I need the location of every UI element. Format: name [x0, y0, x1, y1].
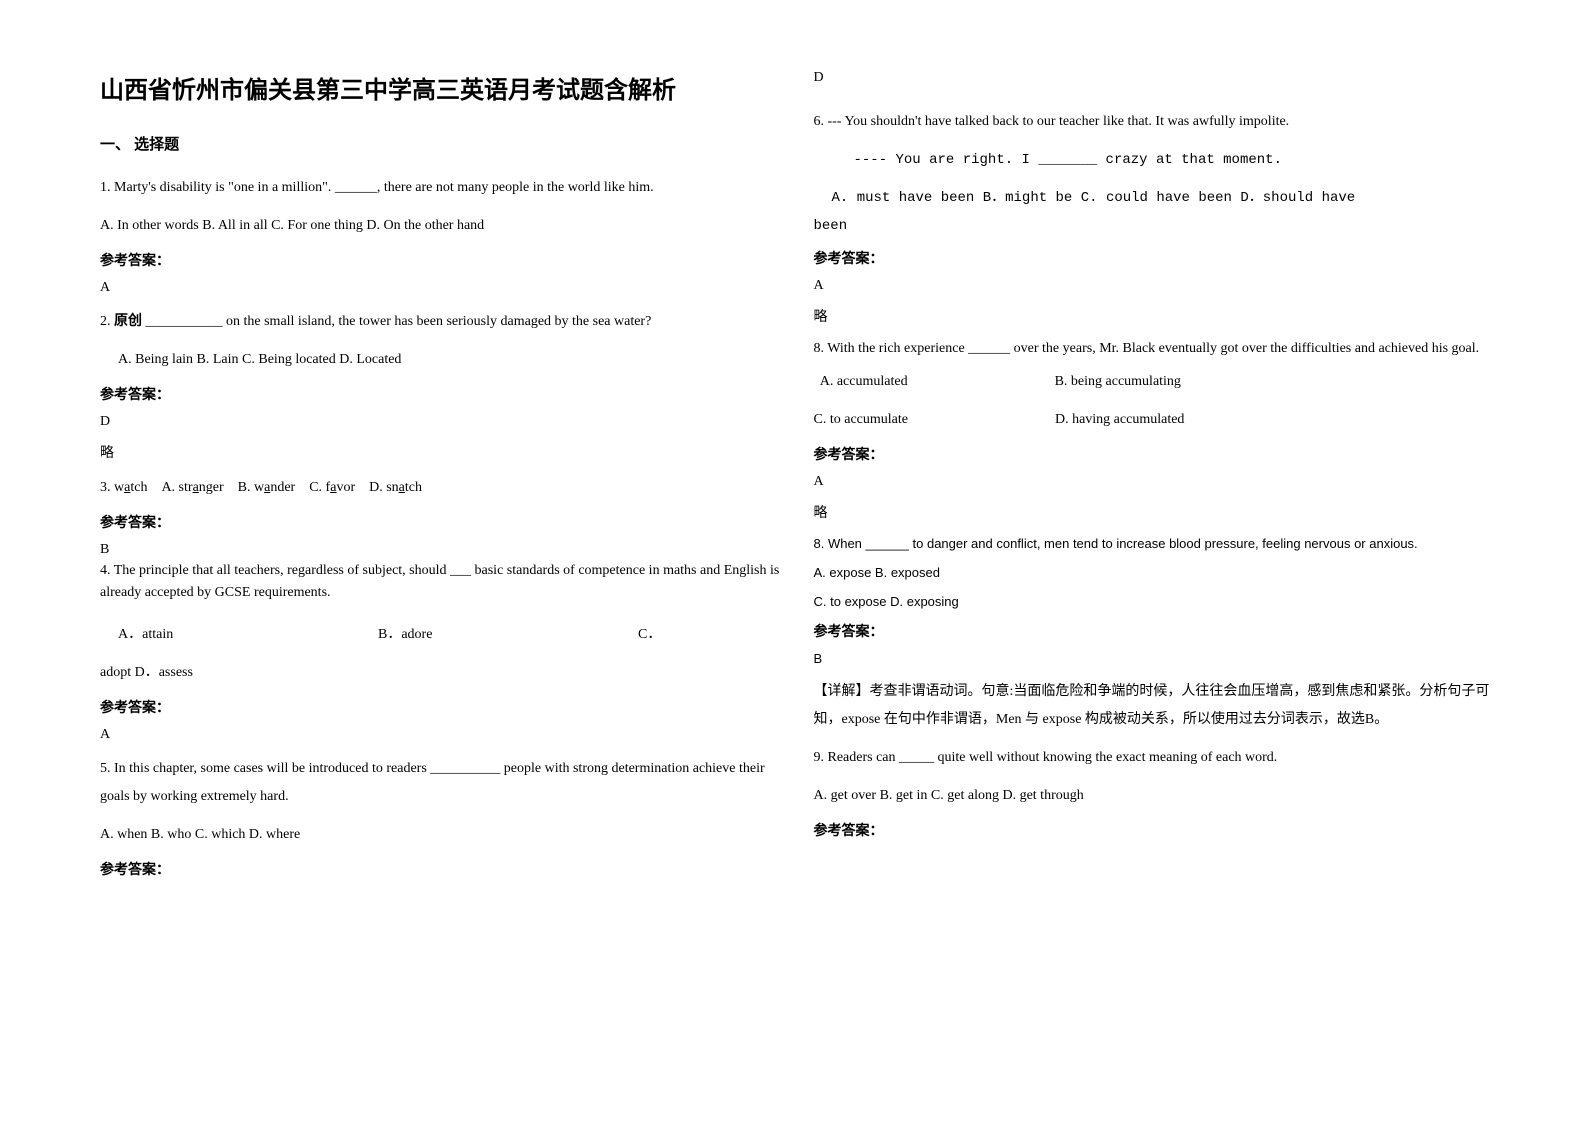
answer-label: 参考答案： [100, 250, 784, 270]
question-8a-options-2: C. to accumulate D. having accumulated [814, 406, 1498, 434]
question-3: 3. watch A. stranger B. wander C. favor … [100, 474, 784, 502]
question-8b-options-1: A. expose B. exposed [814, 563, 1498, 584]
answer-label: 参考答案： [100, 512, 784, 532]
answer-label: 参考答案： [100, 697, 784, 717]
question-6-answer: A [814, 278, 1498, 294]
question-2-note: 略 [100, 442, 784, 462]
question-8b-explanation: 【详解】考查非谓语动词。句意:当面临危险和争端的时候，人往往会血压增高，感到焦虑… [814, 678, 1498, 734]
q2-bold: 原创 [114, 314, 142, 329]
spacer [100, 613, 784, 621]
question-2-options: A. Being lain B. Lain C. Being located D… [100, 346, 784, 374]
question-5-answer: D [814, 70, 1498, 86]
question-8b-answer: B [814, 651, 1498, 666]
question-8a: 8. With the rich experience ______ over … [814, 338, 1498, 360]
question-1: 1. Marty's disability is "one in a milli… [100, 174, 784, 202]
opt-a: A．attain [118, 621, 378, 649]
question-2-answer: D [100, 414, 784, 430]
question-6-options-2: been [814, 212, 1498, 240]
question-4-options-1: A．attainB．adoreC． [100, 621, 784, 649]
question-8a-options-1: A. accumulated B. being accumulating [814, 368, 1498, 396]
answer-label: 参考答案： [100, 384, 784, 404]
answer-label: 参考答案： [814, 444, 1498, 464]
question-8a-note: 略 [814, 502, 1498, 522]
question-3-answer: B [100, 542, 784, 558]
underline-a: a [193, 480, 199, 495]
question-4-options-2: adopt D．assess [100, 659, 784, 687]
question-8a-answer: A [814, 474, 1498, 490]
question-5: 5. In this chapter, some cases will be i… [100, 755, 784, 811]
answer-label: 参考答案： [100, 859, 784, 879]
question-5-options: A. when B. who C. which D. where [100, 821, 784, 849]
left-column: 山西省忻州市偏关县第三中学高三英语月考试题含解析 一、 选择题 1. Marty… [100, 70, 814, 1082]
question-4-answer: A [100, 727, 784, 743]
page-title: 山西省忻州市偏关县第三中学高三英语月考试题含解析 [100, 70, 784, 105]
opt-c: C． [638, 621, 661, 649]
underline-a: a [399, 480, 405, 495]
question-1-options: A. In other words B. All in all C. For o… [100, 212, 784, 240]
answer-label: 参考答案： [814, 248, 1498, 268]
question-8b-options-2: C. to expose D. exposing [814, 592, 1498, 613]
underline-a: a [264, 480, 270, 495]
question-6-options: A. must have been B．might be C. could ha… [814, 184, 1498, 212]
opt-b: B．adore [378, 621, 638, 649]
underline-a: a [124, 480, 130, 495]
question-1-answer: A [100, 280, 784, 296]
question-9: 9. Readers can _____ quite well without … [814, 744, 1498, 772]
answer-label: 参考答案： [814, 820, 1498, 840]
question-8b: 8. When ______ to danger and conflict, m… [814, 534, 1498, 555]
question-2: 2. 原创 ___________ on the small island, t… [100, 308, 784, 336]
question-9-options: A. get over B. get in C. get along D. ge… [814, 782, 1498, 810]
question-6: 6. --- You shouldn't have talked back to… [814, 108, 1498, 136]
question-4: 4. The principle that all teachers, rega… [100, 560, 784, 605]
right-column: D 6. --- You shouldn't have talked back … [814, 70, 1528, 1082]
answer-label: 参考答案： [814, 621, 1498, 641]
section-header: 一、 选择题 [100, 133, 784, 154]
question-6-sub: ---- You are right. I _______ crazy at t… [814, 146, 1498, 174]
question-6-note: 略 [814, 306, 1498, 326]
underline-a: a [330, 480, 336, 495]
